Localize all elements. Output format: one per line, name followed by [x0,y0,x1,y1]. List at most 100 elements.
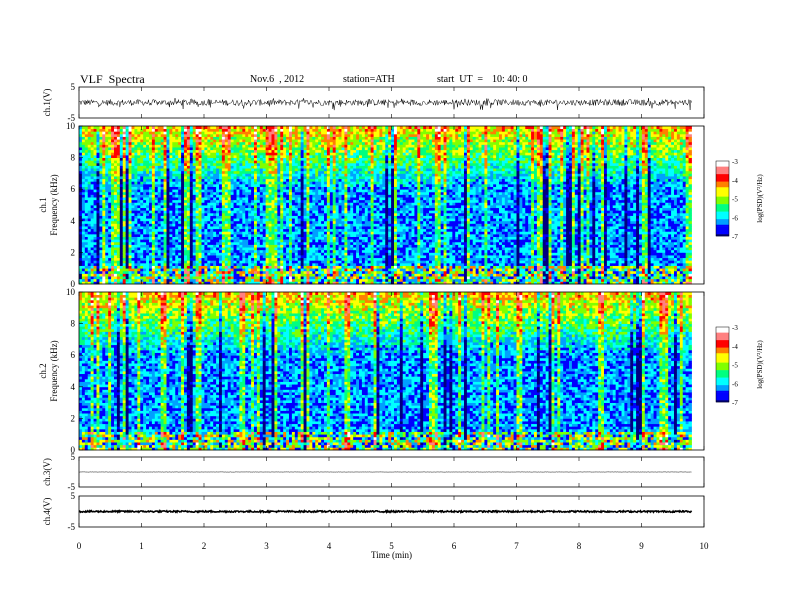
spectrogram-cell [181,250,184,253]
spectrogram-cell [199,252,202,255]
spectrogram-cell [120,137,123,140]
spectrogram-cell [213,176,216,179]
spectrogram-cell [167,152,170,155]
spectrogram-cell [152,229,155,232]
spectrogram-cell [99,150,102,153]
spectrogram-cell [155,279,158,282]
spectrogram-cell [155,160,158,163]
spectrogram-cell [184,171,187,174]
spectrogram-cell [149,150,152,153]
spectrogram-cell [181,271,184,274]
spectrogram-cell [169,147,172,150]
spectrogram-cell [213,231,216,234]
spectrogram-cell [132,160,135,163]
spectrogram-cell [169,168,172,171]
spectrogram-cell [172,205,175,208]
spectrogram-cell [172,134,175,137]
spectrogram-cell [172,144,175,147]
spectrogram-cell [111,158,114,161]
spectrogram-cell [129,192,132,195]
spectrogram-cell [129,218,132,221]
spectrogram-cell [114,213,117,216]
spectrogram-cell [167,176,170,179]
spectrogram-cell [91,255,94,258]
spectrogram-cell [108,168,111,171]
spectrogram-cell [129,268,132,271]
spectrogram-cell [134,173,137,176]
spectrogram-cell [219,158,222,161]
spectrogram-cell [213,142,216,145]
spectrogram-cell [108,268,111,271]
spectrogram-cell [164,279,167,282]
spectrogram-cell [149,152,152,155]
spectrogram-cell [231,173,234,176]
spectrogram-cell [123,271,126,274]
spectrogram-cell [175,179,178,182]
spectrogram-cell [91,163,94,166]
spectrogram-cell [82,200,85,203]
spectrogram-cell [126,239,129,242]
spectrogram-cell [216,226,219,229]
spectrogram-cell [181,208,184,211]
spectrogram-cell [143,155,146,158]
spectrogram-cell [123,139,126,142]
spectrogram-cell [134,234,137,237]
spectrogram-cell [123,276,126,279]
spectrogram-cell [140,218,143,221]
spectrogram-cell [129,126,132,129]
spectrogram-cell [94,231,97,234]
spectrogram-cell [222,268,225,271]
spectrogram-cell [126,202,129,205]
spectrogram-cell [120,210,123,213]
spectrogram-cell [114,218,117,221]
spectrogram-cell [172,208,175,211]
spectrogram-cell [213,279,216,282]
spectrogram-cell [190,131,193,134]
spectrogram-cell [204,197,207,200]
spectrogram-cell [219,271,222,274]
spectrogram-cell [167,187,170,190]
spectrogram-cell [158,210,161,213]
spectrogram-cell [228,260,231,263]
spectrogram-cell [105,268,108,271]
spectrogram-cell [108,187,111,190]
spectrogram-cell [146,208,149,211]
spectrogram-cell [175,237,178,240]
spectrogram-cell [143,263,146,266]
spectrogram-cell [184,197,187,200]
spectrogram-cell [111,279,114,282]
spectrogram-cell [140,134,143,137]
spectrogram-cell [213,173,216,176]
spectrogram-cell [213,137,216,140]
spectrogram-cell [164,131,167,134]
spectrogram-cell [219,126,222,129]
spectrogram-cell [202,258,205,261]
spectrogram-cell [178,192,181,195]
spectrogram-cell [134,179,137,182]
spectrogram-cell [91,187,94,190]
spectrogram-cell [137,160,140,163]
spectrogram-cell [210,231,213,234]
spectrogram-cell [181,181,184,184]
spectrogram-cell [79,142,82,145]
spectrogram-cell [111,147,114,150]
spectrogram-cell [178,268,181,271]
spectrogram-cell [149,263,152,266]
spectrogram-cell [82,189,85,192]
spectrogram-cell [190,160,193,163]
spectrogram-cell [111,189,114,192]
spectrogram-cell [114,239,117,242]
spectrogram-cell [134,213,137,216]
spectrogram-cell [164,184,167,187]
spectrogram-cell [190,263,193,266]
spectrogram-cell [129,134,132,137]
spectrogram-cell [161,126,164,129]
spectrogram-cell [134,147,137,150]
spectrogram-cell [140,208,143,211]
spectrogram-cell [85,147,88,150]
spectrogram-cell [184,181,187,184]
spectrogram-cell [85,250,88,253]
spectrogram-cell [114,266,117,269]
spectrogram-cell [231,279,234,282]
spectrogram-cell [79,276,82,279]
